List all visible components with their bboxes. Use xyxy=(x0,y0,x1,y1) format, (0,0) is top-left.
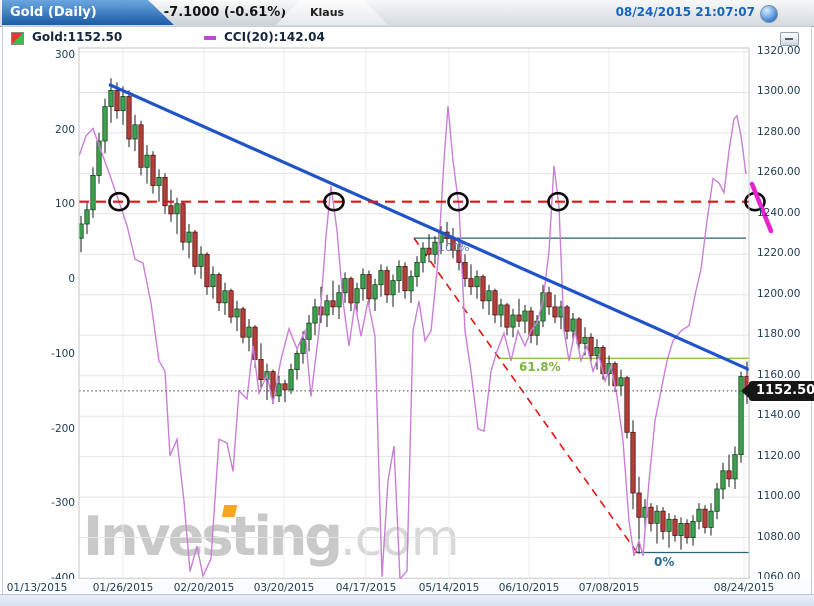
plot-background xyxy=(79,48,749,579)
cci-cross-circle xyxy=(323,191,345,212)
legend: Gold:1152.50 CCI(20):142.04 xyxy=(3,28,743,47)
gold-series-icon xyxy=(11,32,24,45)
change-badge: -7.1000 (-0.61%) xyxy=(150,0,300,25)
chart-panel: Gold:1152.50 CCI(20):142.04 Investing.co… xyxy=(2,26,814,595)
date-tick-label: 04/17/2015 xyxy=(335,582,397,594)
cci-cross-circle xyxy=(447,191,469,212)
last-price-tag: 1152.50 xyxy=(740,380,814,401)
fib-0-label: 0% xyxy=(654,554,675,569)
axis-tick-label: 1320.00 xyxy=(757,45,801,57)
axis-tick-label: 1180.00 xyxy=(757,328,801,341)
date-tick-label: 06/10/2015 xyxy=(498,582,560,594)
legend-gold-label[interactable]: Gold:1152.50 xyxy=(32,30,123,44)
bottom-strip xyxy=(0,594,814,606)
axis-tick-label: -100 xyxy=(51,347,75,360)
axis-tick-label: 1260.00 xyxy=(757,166,801,179)
plot-content xyxy=(79,48,749,579)
axis-tick-label: 1300.00 xyxy=(757,85,801,98)
tab-symbol[interactable]: Gold (Daily) xyxy=(2,0,174,25)
date-tick-label: 08/24/2015 xyxy=(713,582,775,594)
date-tick-label: 05/14/2015 xyxy=(418,582,480,594)
cci-cross-circle xyxy=(108,191,130,212)
xaxis-row xyxy=(3,579,811,595)
cci-line xyxy=(79,106,747,579)
date-tick-label: 07/08/2015 xyxy=(578,582,640,594)
blue-trendline xyxy=(108,82,749,372)
minimize-button[interactable] xyxy=(780,32,799,46)
axis-tick-label: 200 xyxy=(54,123,75,136)
cci-cross-circle xyxy=(547,191,569,212)
fib-618-label: 61.8% xyxy=(519,360,561,375)
chart-header: Gold (Daily) -7.1000 (-0.61%) Klaus 08/2… xyxy=(0,0,814,27)
fib-100-label: 100% xyxy=(438,241,470,255)
axis-tick-label: 100 xyxy=(54,198,75,211)
status-sphere-icon[interactable] xyxy=(760,5,778,23)
date-tick-label: 01/26/2015 xyxy=(92,582,154,594)
axis-tick-label: 1160.00 xyxy=(757,368,801,381)
legend-cci-label[interactable]: CCI(20):142.04 xyxy=(224,30,325,44)
date-tick-label: 02/20/2015 xyxy=(173,582,235,594)
date-tick-label: 03/20/2015 xyxy=(253,582,315,594)
axis-tick-label: 1100.00 xyxy=(757,490,801,503)
axis-tick-label: -300 xyxy=(51,497,75,510)
axis-tick-label: 1200.00 xyxy=(757,287,801,300)
axis-tick-label: 1220.00 xyxy=(757,247,801,260)
axis-tick-label: 300 xyxy=(54,49,75,61)
axis-tick-label: 0 xyxy=(68,273,75,286)
tab-user[interactable]: Klaus xyxy=(276,0,388,25)
axis-tick-label: 1140.00 xyxy=(757,409,801,422)
red-diagonal-trendline xyxy=(413,237,638,553)
chart-canvas[interactable] xyxy=(3,27,813,595)
axis-tick-label: 1280.00 xyxy=(757,125,801,138)
axis-tick-label: 1080.00 xyxy=(757,530,801,543)
date-tick-label: 01/13/2015 xyxy=(6,582,68,594)
axis-tick-label: -200 xyxy=(51,422,75,435)
cci-series-icon xyxy=(204,36,216,40)
timestamp: 08/24/2015 21:07:07 xyxy=(615,5,755,19)
axis-tick-label: 1240.00 xyxy=(757,206,801,219)
magenta-slash xyxy=(749,181,774,234)
axis-tick-label: 1120.00 xyxy=(757,449,801,462)
